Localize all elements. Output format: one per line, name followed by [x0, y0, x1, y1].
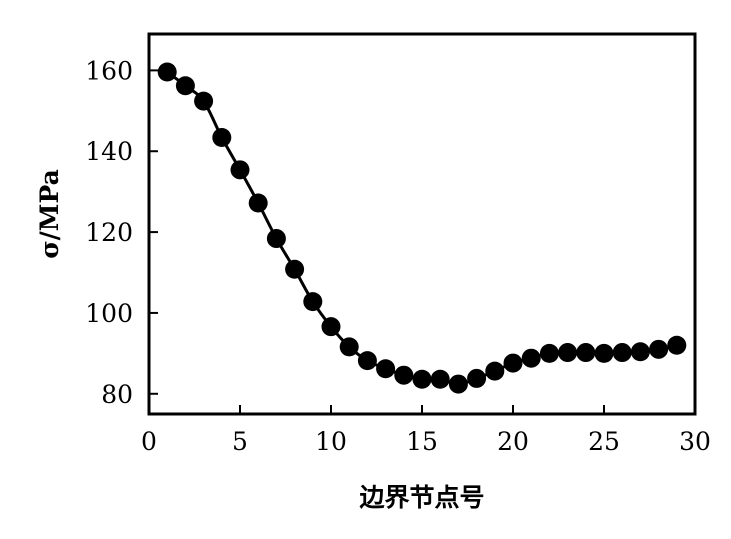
data-point	[194, 91, 214, 111]
data-point	[321, 317, 341, 337]
y-tick-label: 100	[85, 299, 133, 328]
data-point	[339, 337, 359, 357]
x-tick-label: 5	[232, 427, 248, 456]
x-tick-label: 0	[141, 427, 157, 456]
x-axis-title: 边界节点号	[359, 483, 484, 512]
data-point	[594, 343, 614, 363]
data-point	[503, 353, 523, 373]
data-point	[175, 76, 195, 96]
data-point	[558, 343, 578, 363]
data-point	[303, 292, 323, 312]
data-point	[667, 335, 687, 355]
data-point	[467, 368, 487, 388]
x-axis-ticks: 0 5 10 15 20 25 30	[141, 405, 711, 456]
series-line	[166, 70, 678, 386]
data-point	[376, 359, 396, 379]
data-point	[157, 62, 177, 82]
data-point	[357, 351, 377, 371]
data-point	[285, 259, 305, 279]
data-point	[612, 343, 632, 363]
y-axis-ticks: 80 100 120 140 160	[85, 56, 158, 409]
x-tick-label: 30	[679, 427, 711, 456]
data-point	[266, 229, 286, 249]
series-markers	[157, 62, 687, 394]
y-tick-label: 80	[101, 380, 133, 409]
data-point	[448, 374, 468, 394]
x-tick-label: 20	[497, 427, 529, 456]
x-tick-label: 10	[315, 427, 347, 456]
data-point	[576, 343, 596, 363]
data-point	[212, 127, 232, 147]
y-tick-label: 140	[85, 137, 133, 166]
x-tick-label: 15	[406, 427, 438, 456]
data-point	[630, 342, 650, 362]
data-point	[430, 369, 450, 389]
data-point	[539, 343, 559, 363]
data-point	[485, 361, 505, 381]
x-tick-label: 25	[588, 427, 620, 456]
y-axis-title: σ/MPa	[35, 169, 64, 259]
y-tick-label: 120	[85, 218, 133, 247]
y-tick-label: 160	[85, 56, 133, 85]
data-point	[412, 369, 432, 389]
plot-frame	[147, 32, 697, 416]
data-point	[248, 193, 268, 213]
data-point	[521, 348, 541, 368]
data-point	[394, 365, 414, 385]
data-point	[230, 160, 250, 180]
data-point	[649, 339, 669, 359]
